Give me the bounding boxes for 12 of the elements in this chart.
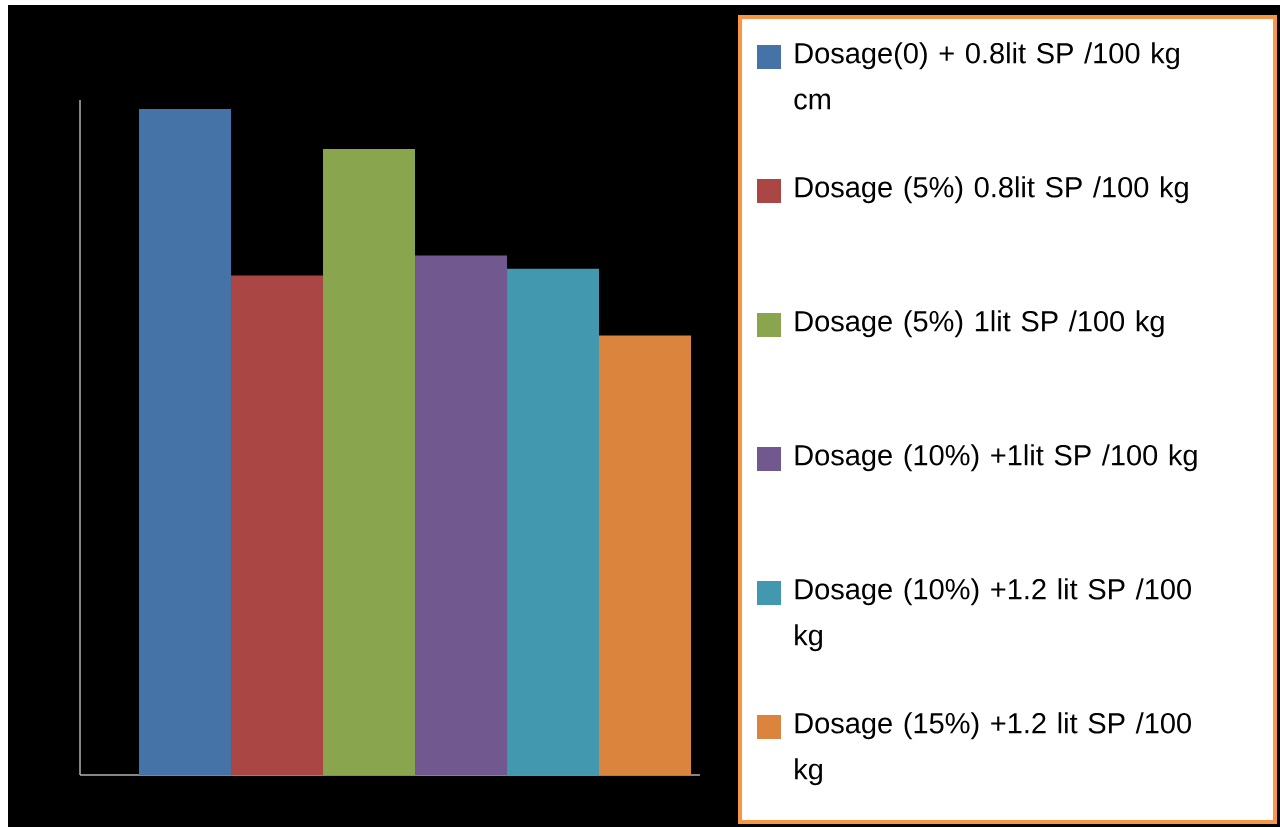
legend-label: Dosage(0) + 0.8lit SP /100 kg cm bbox=[794, 42, 1179, 110]
bar bbox=[415, 255, 508, 775]
legend-label: Dosage (10%) +1lit SP /100 kg bbox=[795, 444, 1197, 472]
bar bbox=[507, 268, 600, 775]
legend-label: Dosage (15%) +1.2 lit SP /100 kg bbox=[795, 712, 1191, 786]
bar bbox=[323, 148, 416, 775]
legend-label: Dosage (10%) +1.2 lit SP /100 kg bbox=[795, 578, 1191, 652]
bar bbox=[231, 275, 324, 775]
legend-label: Dosage (5%) 0.8lit SP /100 kg bbox=[795, 176, 1188, 204]
bar bbox=[139, 108, 232, 775]
legend-label: Dosage (5%) 1lit SP /100 kg bbox=[795, 310, 1164, 338]
bar bbox=[599, 335, 692, 775]
